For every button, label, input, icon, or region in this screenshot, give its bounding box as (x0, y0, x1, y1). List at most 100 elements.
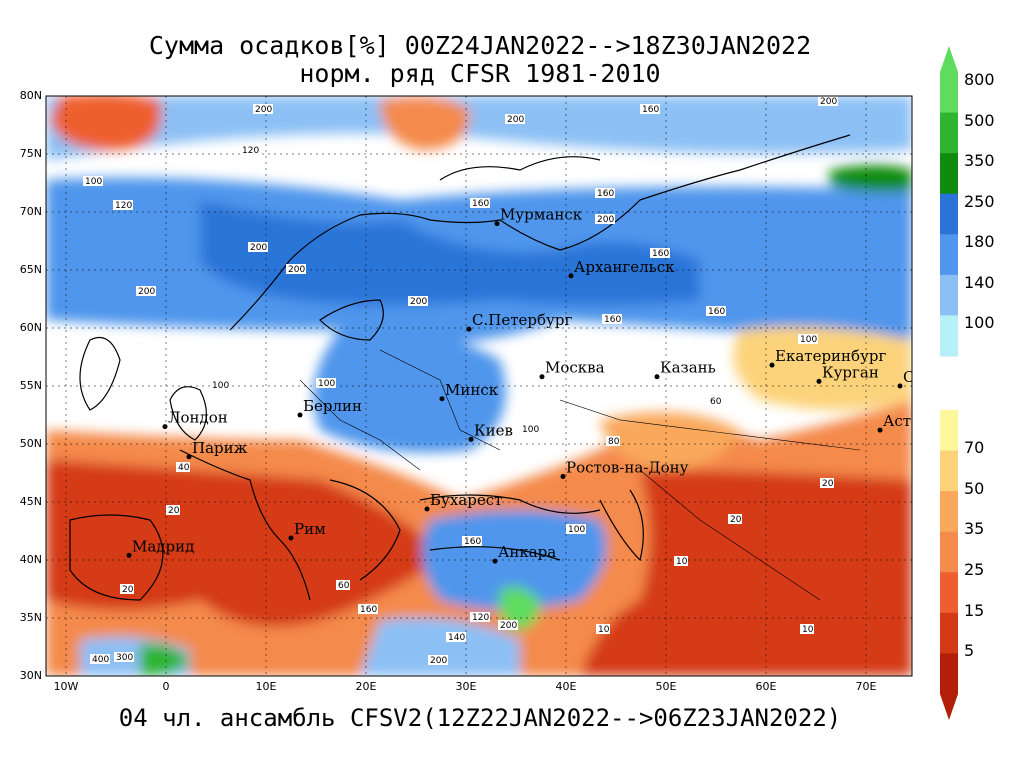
city-marker (560, 473, 566, 479)
latitude-label: 40N (19, 553, 42, 566)
legend-swatch (940, 653, 958, 695)
city-label: Мадрид (132, 537, 194, 555)
legend-value-label: 35 (964, 519, 985, 539)
legend-value-label: 250 (964, 191, 995, 211)
contour-label: 100 (568, 525, 585, 535)
contour-label: 200 (138, 287, 155, 297)
city-label: Ростов-на-Дону (566, 458, 689, 476)
city-label: Анкара (498, 543, 556, 561)
legend-swatch (940, 274, 958, 316)
contour-label: 10 (598, 625, 610, 635)
city-label: Астана (883, 412, 939, 430)
contour-label: 160 (708, 307, 725, 317)
contour-label: 400 (92, 655, 109, 665)
contour-label: 200 (507, 115, 524, 125)
legend-arrow-down (940, 694, 958, 720)
contour-label: 200 (288, 265, 305, 275)
legend-swatch (940, 450, 958, 492)
contour-label: 100 (85, 177, 102, 187)
legend-value-label: 800 (964, 70, 995, 89)
longitude-label: 10E (255, 680, 277, 693)
longitude-label: 20E (355, 680, 377, 693)
contour-label: 200 (250, 243, 267, 253)
contour-label: 100 (318, 379, 335, 389)
contour-label: 200 (430, 656, 447, 666)
city-label: Берлин (303, 397, 362, 415)
longitude-label: 60E (755, 680, 777, 693)
coastlines (69, 134, 851, 601)
city-marker (494, 221, 500, 227)
contour-label: 300 (116, 653, 133, 663)
city-marker (492, 558, 498, 564)
latitude-label: 70N (19, 205, 42, 218)
map-subtitle: норм. ряд CFSR 1981-2010 (299, 59, 661, 88)
city-marker (654, 374, 660, 380)
legend-swatch (940, 72, 958, 114)
contour-label: 20 (168, 506, 180, 516)
legend-top-bar (940, 46, 958, 357)
contour-label: 160 (652, 249, 669, 259)
latitude-label: 65N (19, 263, 42, 276)
map-frame (45, 95, 913, 677)
city-marker (424, 506, 430, 512)
city-label: Мурманск (500, 206, 583, 224)
city-label: Казань (660, 359, 716, 377)
legend-value-label: 500 (964, 110, 995, 130)
city-marker (466, 326, 472, 332)
legend-swatch (940, 153, 958, 195)
latitude-label: 60N (19, 321, 42, 334)
contour-label: 100 (522, 425, 539, 435)
contour-label: 100 (800, 335, 817, 345)
contour-label: 20 (730, 515, 742, 525)
legend-swatch (940, 531, 958, 573)
contour-label: 100 (212, 381, 229, 391)
city-marker (877, 427, 883, 433)
contour-label: 120 (242, 146, 259, 156)
contour-label: 120 (472, 613, 489, 623)
city-label: Архангельск (574, 258, 675, 276)
contour-label: 200 (255, 105, 272, 115)
legend-arrow-up (940, 46, 958, 72)
legend-value-label: 50 (964, 478, 985, 498)
contour-label: 160 (464, 537, 481, 547)
contour-label: 40 (178, 463, 190, 473)
legend-value-label: 350 (964, 151, 995, 171)
latitude-label: 55N (19, 379, 42, 392)
city-label: Минск (445, 381, 499, 399)
contour-label: 120 (115, 201, 132, 211)
city-marker (126, 552, 132, 558)
map-title: Сумма осадков[%] 00Z24JAN2022-->18Z30JAN… (148, 31, 812, 60)
longitude-label: 30E (455, 680, 477, 693)
contour-label: 200 (820, 97, 837, 107)
city-label: Киев (474, 421, 513, 439)
contour-label: 200 (410, 297, 427, 307)
ensemble-caption: 04 чл. ансамбль CFSV2(12Z22JAN2022-->06Z… (118, 704, 842, 732)
city-label: Париж (192, 439, 248, 457)
city-marker (468, 436, 474, 442)
latitude-label: 35N (19, 611, 42, 624)
legend-value-label: 140 (964, 272, 995, 292)
contour-label: 20 (822, 479, 834, 489)
city-label: Бухарест (430, 491, 502, 509)
city-label: Лондон (168, 409, 228, 427)
city-labels: Мурманск Архангельск С.Петербург Москва Каза… (126, 206, 939, 564)
city-marker (539, 374, 545, 380)
legend-swatch (940, 410, 958, 452)
legend-value-label: 25 (964, 560, 985, 579)
longitude-label: 50E (655, 680, 677, 693)
longitude-label: 10W (53, 680, 79, 693)
legend-swatch (940, 572, 958, 614)
legend-swatch (940, 193, 958, 235)
city-marker (769, 362, 775, 368)
contour-label: 200 (597, 215, 614, 225)
legend-swatch (940, 112, 958, 154)
longitude-label: 70E (855, 680, 877, 693)
contour-label: 20 (122, 585, 134, 595)
legend-bottom-bar (940, 410, 958, 720)
contour-label: 60 (338, 581, 350, 591)
legend-value-label: 180 (964, 232, 995, 252)
latitude-label: 80N (19, 89, 42, 102)
contour-label: 10 (676, 557, 688, 567)
borders (299, 349, 861, 601)
